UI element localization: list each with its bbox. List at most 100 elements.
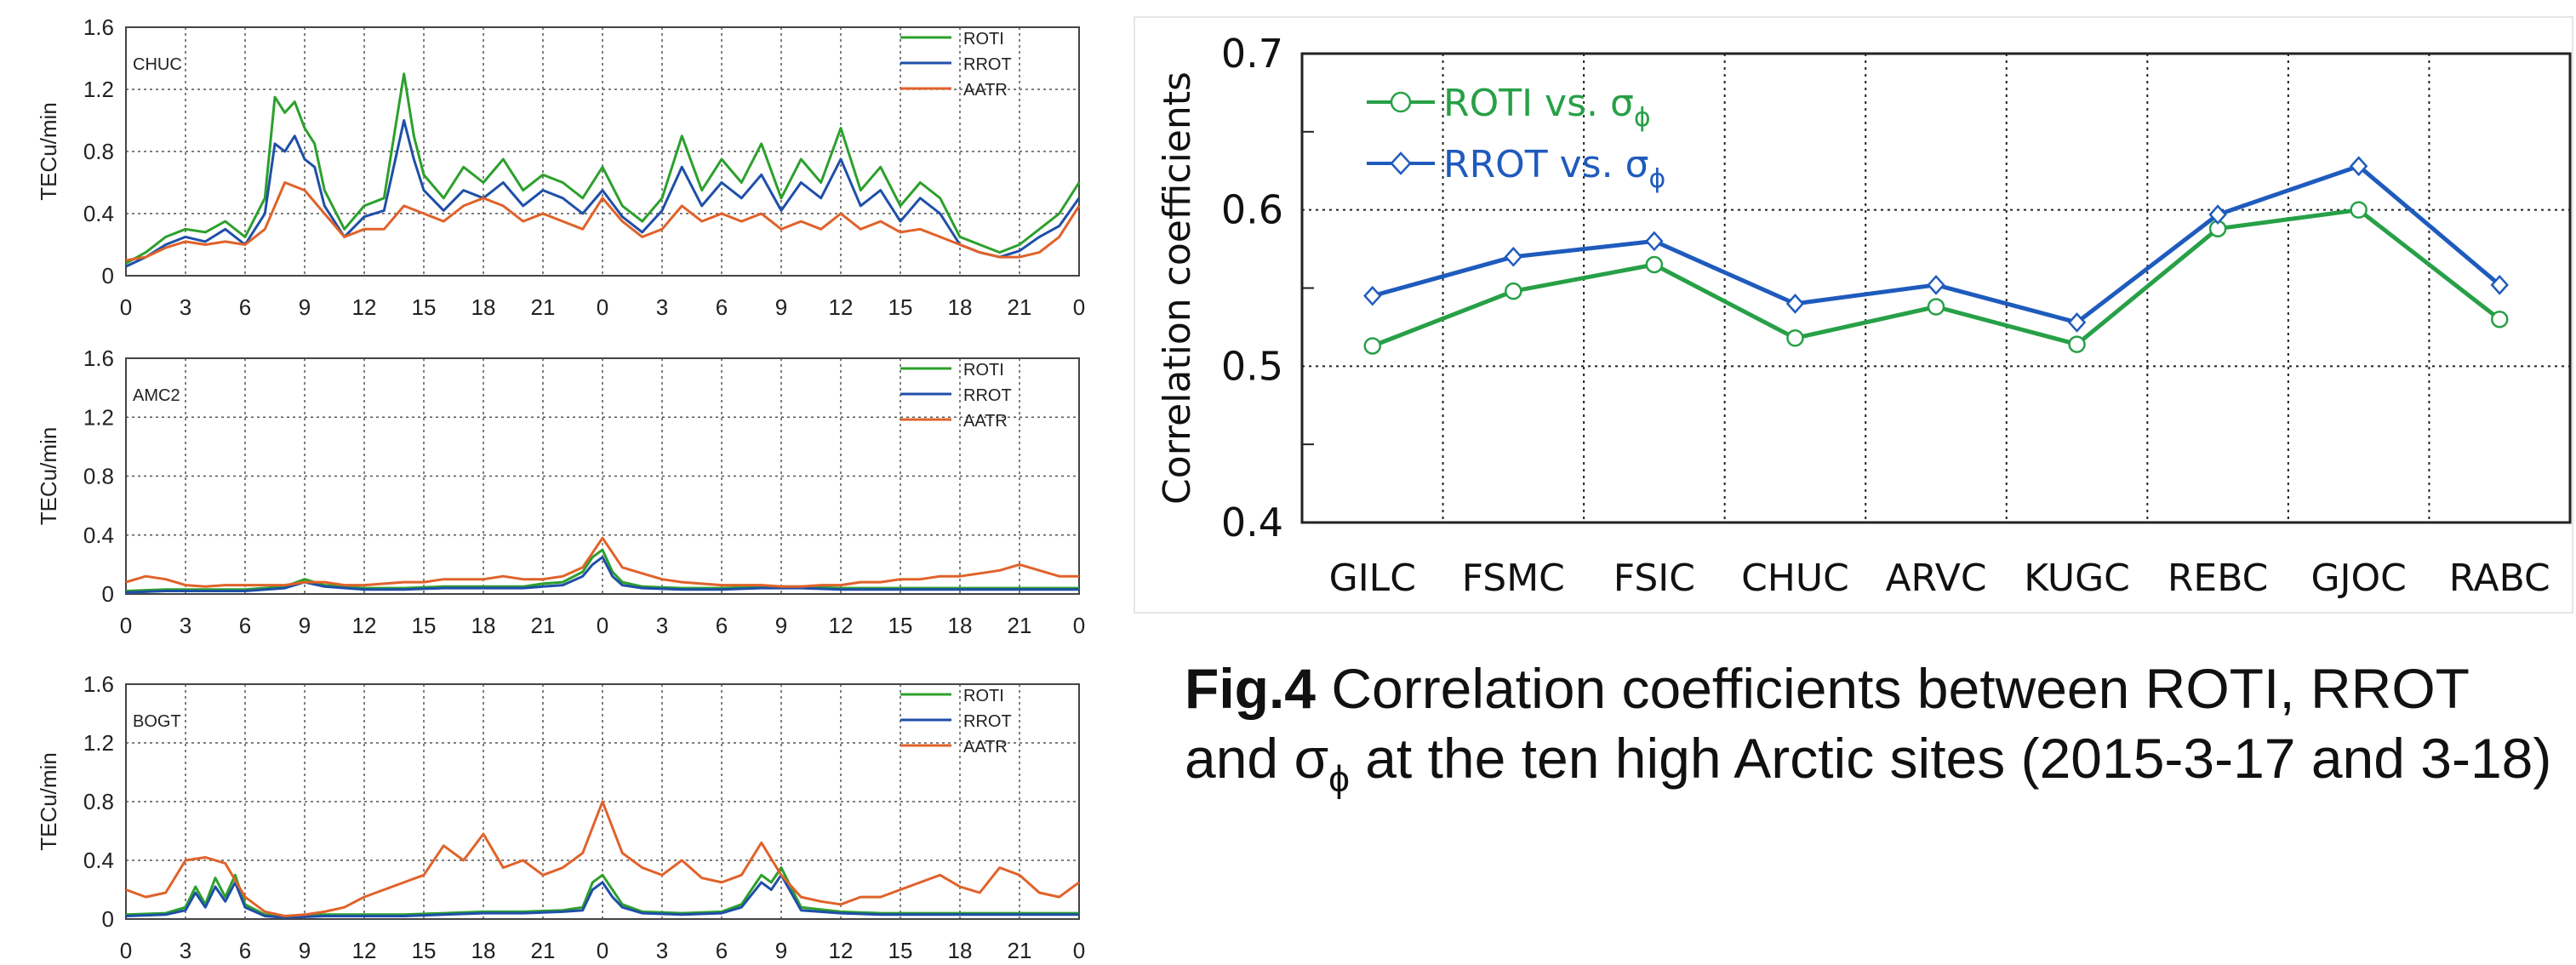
x-tick-label: 6 [239,938,251,963]
legend-label: RROT vs. σϕ [1443,143,1665,194]
category-label: KUGC [2024,557,2130,600]
x-tick-label: 0 [1073,294,1085,320]
series-line-roti [125,548,1079,592]
category-label: ARVC [1885,557,1986,600]
data-point [2490,310,2509,328]
correlation-chart: 0.4 0.5 0.6 0.7 GILC FSMC FSIC CHUC ARVC KUGC REBC… [1134,16,2573,614]
plot-frame [125,683,1080,920]
x-tick-label: 21 [1008,613,1032,638]
x-tick-label: 15 [888,294,913,320]
x-tick-label: 0 [120,294,132,320]
plot-frame [125,357,1080,595]
x-tick-label: 12 [829,938,854,963]
x-tick-label: 0 [1073,938,1085,963]
x-tick-label: 12 [352,294,377,320]
y-tick-label: 1.2 [83,730,114,756]
series-line-roti [125,866,1079,917]
category-label: GILC [1329,557,1416,600]
x-tick-label: 9 [775,938,787,963]
legend-label: AATR [963,738,1008,757]
data-point [1363,285,1382,306]
series-line-aatr [125,536,1079,588]
series-line-aatr [125,181,1081,262]
x-tick-label: 9 [299,294,311,320]
data-point [1785,293,1805,314]
chart-border [1134,16,2573,614]
y-tick-label: 0 [102,906,114,932]
panel-bogt: 0 3 6 9 12 15 18 21 0 3 6 9 12 15 18 21 000.40.81.21.6TE… [36,671,1085,963]
data-point [2067,312,2087,333]
y-tick-label: 0 [102,263,114,288]
caption-text-1: Correlation coefficients between ROTI, R… [1185,657,2469,790]
data-point [2490,274,2509,295]
legend-label: RROT [963,386,1012,405]
category-label: FSIC [1614,557,1695,600]
x-tick-label: 9 [775,613,787,638]
x-tick-label: 9 [299,938,311,963]
y-tick-label: 1.6 [83,345,114,371]
legend-label: ROTI [963,30,1004,49]
y-tick-label: 1.6 [83,14,114,40]
data-point [1504,246,1523,267]
data-point [2068,335,2086,353]
x-tick-label: 21 [1008,294,1032,320]
x-tick-label: 15 [888,613,913,638]
y-tick-label: 0.8 [83,789,114,814]
x-tick-label: 9 [775,294,787,320]
y-tick-label: 0.6 [1221,187,1283,233]
data-point [1645,231,1664,252]
x-tick-label: 6 [716,613,728,638]
x-tick-label: 3 [656,938,668,963]
x-tick-label: 3 [656,294,668,320]
station-label: CHUC [133,55,182,74]
y-tick-label: 0.8 [83,464,114,489]
y-axis-label: TECu/min [36,752,61,851]
x-tick-label: 3 [180,938,191,963]
x-tick-label: 15 [888,938,913,963]
x-tick-label: 12 [352,613,377,638]
x-tick-label: 12 [352,938,377,963]
x-tick-label: 12 [829,294,854,320]
legend-label: AATR [963,412,1008,431]
y-tick-label: 0.4 [83,522,114,548]
data-point [2349,156,2368,177]
y-tick-label: 0.4 [1221,500,1283,545]
series-line-rrot [125,873,1079,919]
y-tick-label: 0.5 [1221,343,1283,389]
data-point [1927,274,1945,295]
station-label: AMC2 [133,386,180,405]
category-label: REBC [2168,557,2269,600]
y-tick-label: 0.8 [83,139,114,164]
y-tick-label: 1.6 [83,671,114,697]
x-tick-label: 6 [239,294,251,320]
caption-label: Fig.4 [1185,657,1317,720]
x-tick-label: 0 [1073,613,1085,638]
figure-caption: Fig.4 Correlation coefficients between R… [1185,654,2555,814]
x-tick-label: 18 [471,294,496,320]
legend-label: RROT [963,712,1012,731]
station-label: BOGT [133,712,181,731]
legend-label: ROTI [963,361,1004,380]
x-tick-label: 18 [948,938,973,963]
x-tick-label: 21 [531,294,556,320]
x-tick-label: 0 [120,938,132,963]
caption-text-2: at the ten high Arctic sites (2015-3-17 … [1349,727,2552,790]
legend-label: RROT [963,55,1012,74]
x-tick-label: 0 [597,938,608,963]
x-tick-label: 18 [948,294,973,320]
y-axis-label: Correlation coefficients [1156,71,1199,505]
y-tick-label: 0.4 [83,848,114,873]
y-tick-label: 0.7 [1221,31,1283,77]
data-point [2350,201,2368,219]
x-tick-label: 15 [412,938,437,963]
legend-marker [1390,151,1412,175]
x-tick-label: 0 [597,294,608,320]
x-tick-label: 3 [180,294,191,320]
category-label: GJOC [2310,557,2406,600]
panel-amc2: 0 3 6 9 12 15 18 21 0 3 6 9 12 15 18 21 000.40.81.21.6TE… [36,345,1085,638]
category-label: CHUC [1741,557,1849,600]
y-tick-label: 0 [102,581,114,607]
x-tick-label: 21 [531,613,556,638]
x-tick-label: 18 [948,613,973,638]
x-tick-label: 0 [120,613,132,638]
